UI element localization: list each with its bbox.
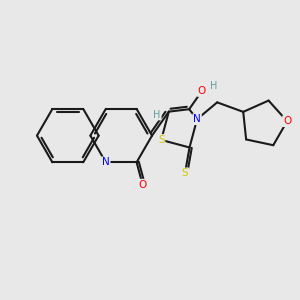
Text: S: S — [182, 168, 188, 178]
Text: O: O — [139, 180, 147, 190]
Text: N: N — [193, 114, 201, 124]
Text: O: O — [198, 86, 206, 96]
Text: H: H — [153, 110, 161, 120]
Text: H: H — [210, 81, 217, 91]
Text: O: O — [283, 116, 291, 126]
Text: S: S — [158, 135, 164, 145]
Text: N: N — [102, 157, 110, 167]
